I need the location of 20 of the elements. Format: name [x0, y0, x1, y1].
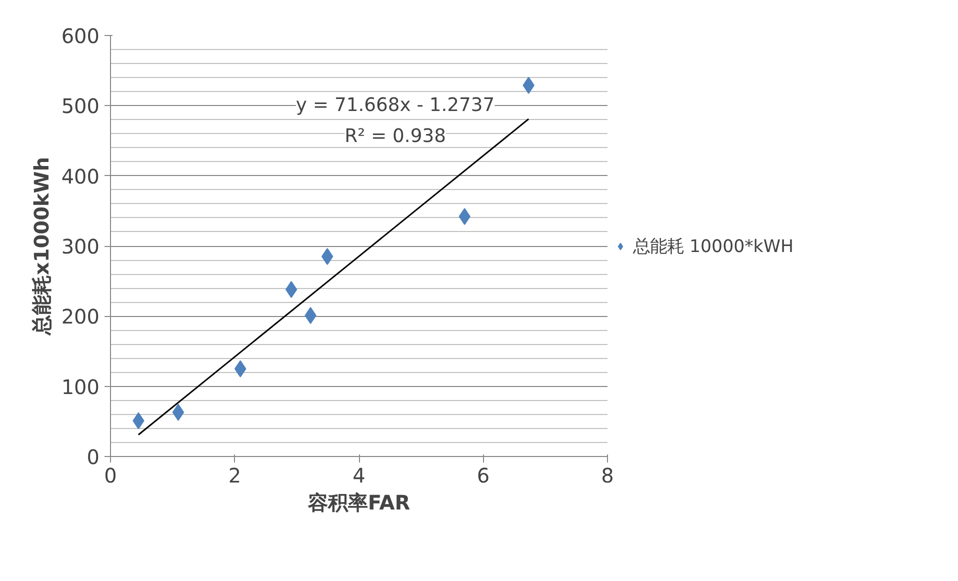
- point: [285, 281, 298, 298]
- y-tick-label: 200: [61, 304, 100, 329]
- point: [172, 404, 184, 421]
- y-tick-label: 400: [61, 164, 100, 188]
- point: [321, 248, 334, 266]
- x-tick-label: 2: [228, 464, 242, 488]
- x-tick-label: 8: [601, 464, 614, 488]
- y-tick-label: 300: [61, 234, 100, 258]
- x-tick-label: 4: [352, 464, 366, 488]
- y-tick-label: 600: [61, 24, 100, 48]
- x-axis-title: 容积率FAR: [306, 490, 410, 514]
- annotation: y = 71.668x - 1.2737: [296, 94, 495, 116]
- x-tick-label: 0: [104, 464, 117, 488]
- legend-label: 总能耗 10000*kWH: [633, 236, 794, 258]
- annotation: R² = 0.938: [344, 126, 446, 148]
- x-tick-label: 6: [476, 464, 490, 488]
- y-tick-label: 500: [61, 94, 100, 118]
- y-axis-title: 总能耗x1000kWh: [29, 156, 54, 336]
- y-tick-label: 0: [86, 445, 100, 469]
- y-tick-label: 100: [61, 374, 100, 399]
